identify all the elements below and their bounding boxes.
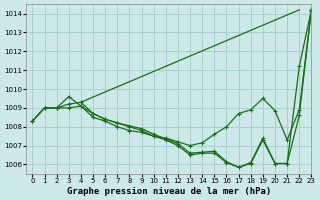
X-axis label: Graphe pression niveau de la mer (hPa): Graphe pression niveau de la mer (hPa) (67, 187, 271, 196)
